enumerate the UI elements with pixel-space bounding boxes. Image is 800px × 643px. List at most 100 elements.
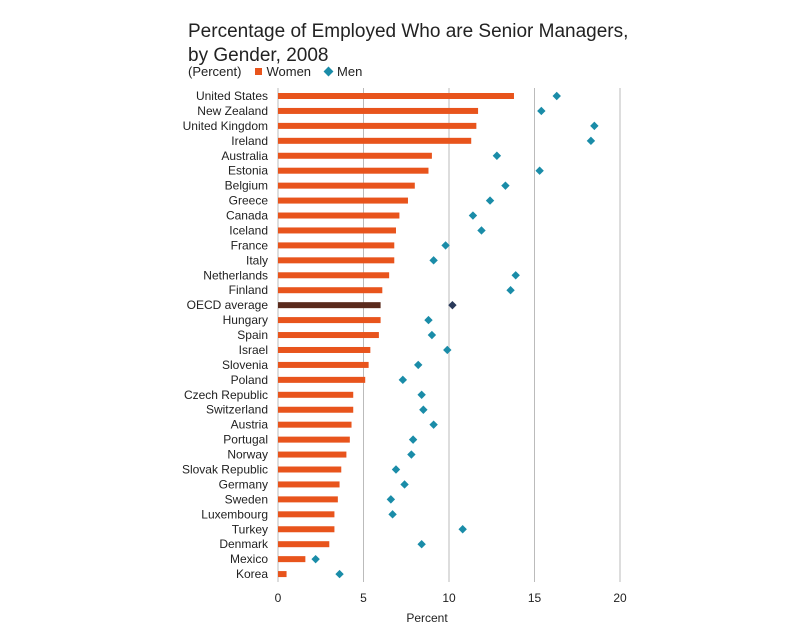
bar-women [278,257,395,264]
category-label: Hungary [223,313,268,327]
x-tick-label: 0 [275,591,282,605]
chart-title-line-1: Percentage of Employed Who are Senior Ma… [188,21,629,42]
marker-men [477,226,486,235]
women-bars [278,93,514,578]
marker-men [535,166,544,175]
x-tick-labels: 0 5 10 15 20 [275,591,627,605]
category-label: Korea [236,567,268,581]
legend-item-women: Women [255,64,311,79]
marker-men [417,390,426,399]
marker-men [441,241,450,250]
bar-women [278,212,400,219]
marker-men [398,375,408,385]
bar-women [278,421,352,428]
marker-men [427,330,437,340]
bar-women [278,137,472,144]
category-label: Portugal [223,433,268,447]
category-label: Estonia [228,164,268,178]
marker-men [468,211,478,220]
bar-women [278,152,432,159]
bar-women [278,376,366,383]
chart-title: Percentage of Employed Who are Senior Ma… [188,20,628,68]
marker-men [443,345,452,355]
category-label: Czech Republic [184,388,268,402]
bar-women [278,346,371,353]
category-label: New Zealand [197,104,268,118]
bar-women [278,332,379,339]
category-label: OECD average [187,298,269,312]
marker-men [386,495,396,504]
category-label: Germany [219,477,268,491]
x-tick-label: 20 [613,591,627,605]
chart-subtitle: (Percent) [188,64,242,79]
category-label: Norway [227,448,268,462]
marker-men [429,420,438,429]
legend-label-men: Men [337,64,363,79]
x-tick-label: 15 [528,591,542,605]
marker-men [429,256,438,265]
category-label: Spain [237,328,268,342]
marker-men [537,106,546,116]
category-label: Finland [229,283,268,297]
marker-men [485,196,495,205]
marker-men [414,360,423,370]
category-label: Iceland [229,223,268,237]
category-label: Ireland [231,134,268,148]
x-tick-label: 10 [442,591,456,605]
subtitle-legend-row: (Percent) Women Men [188,64,362,79]
bar-women [278,526,335,533]
bar-women [278,436,350,443]
category-label: Mexico [230,552,268,566]
category-label: Belgium [225,179,268,193]
bar-women [278,122,477,129]
legend-item-men: Men [323,64,363,79]
marker-men [424,315,433,325]
category-label: Greece [229,194,269,208]
bar-women [278,466,342,473]
bar-women [278,451,347,458]
category-label: United Kingdom [183,119,268,133]
legend-label-women: Women [266,64,312,79]
bar-women [278,571,287,578]
category-label: Sweden [225,492,268,506]
marker-men [492,151,502,160]
category-label: Poland [231,373,268,387]
bar-women [278,556,306,563]
marker-men [511,271,520,280]
bar-women [278,406,354,413]
bar-women [278,182,415,189]
legend-swatch-women [255,68,263,75]
marker-men [335,569,344,579]
marker-men [400,480,409,489]
marker-men [388,510,397,519]
category-label: Denmark [219,537,269,551]
bar-women [278,541,330,548]
marker-men [311,554,320,564]
bar-women [278,197,408,204]
marker-men [586,136,596,146]
x-tick-label: 5 [360,591,367,605]
bar-women [278,511,335,518]
category-label: Israel [239,343,268,357]
category-label: Italy [246,253,268,267]
chart-title-line-2: by Gender, 2008 [188,45,329,66]
marker-men [590,121,599,131]
bar-women [278,496,338,503]
marker-men [417,540,426,549]
category-label: Austria [231,418,269,432]
marker-men [448,300,457,310]
category-label: Netherlands [203,268,268,282]
marker-men [408,435,418,444]
category-label: France [231,238,269,252]
category-label: Luxembourg [201,507,268,521]
category-label: Turkey [232,522,268,536]
marker-men [391,465,401,474]
x-axis-title: Percent [406,611,448,625]
men-markers [311,91,599,579]
bar-women [278,93,514,99]
category-label: United States [196,89,268,103]
bar-women [278,361,369,368]
bar-women [278,107,479,114]
